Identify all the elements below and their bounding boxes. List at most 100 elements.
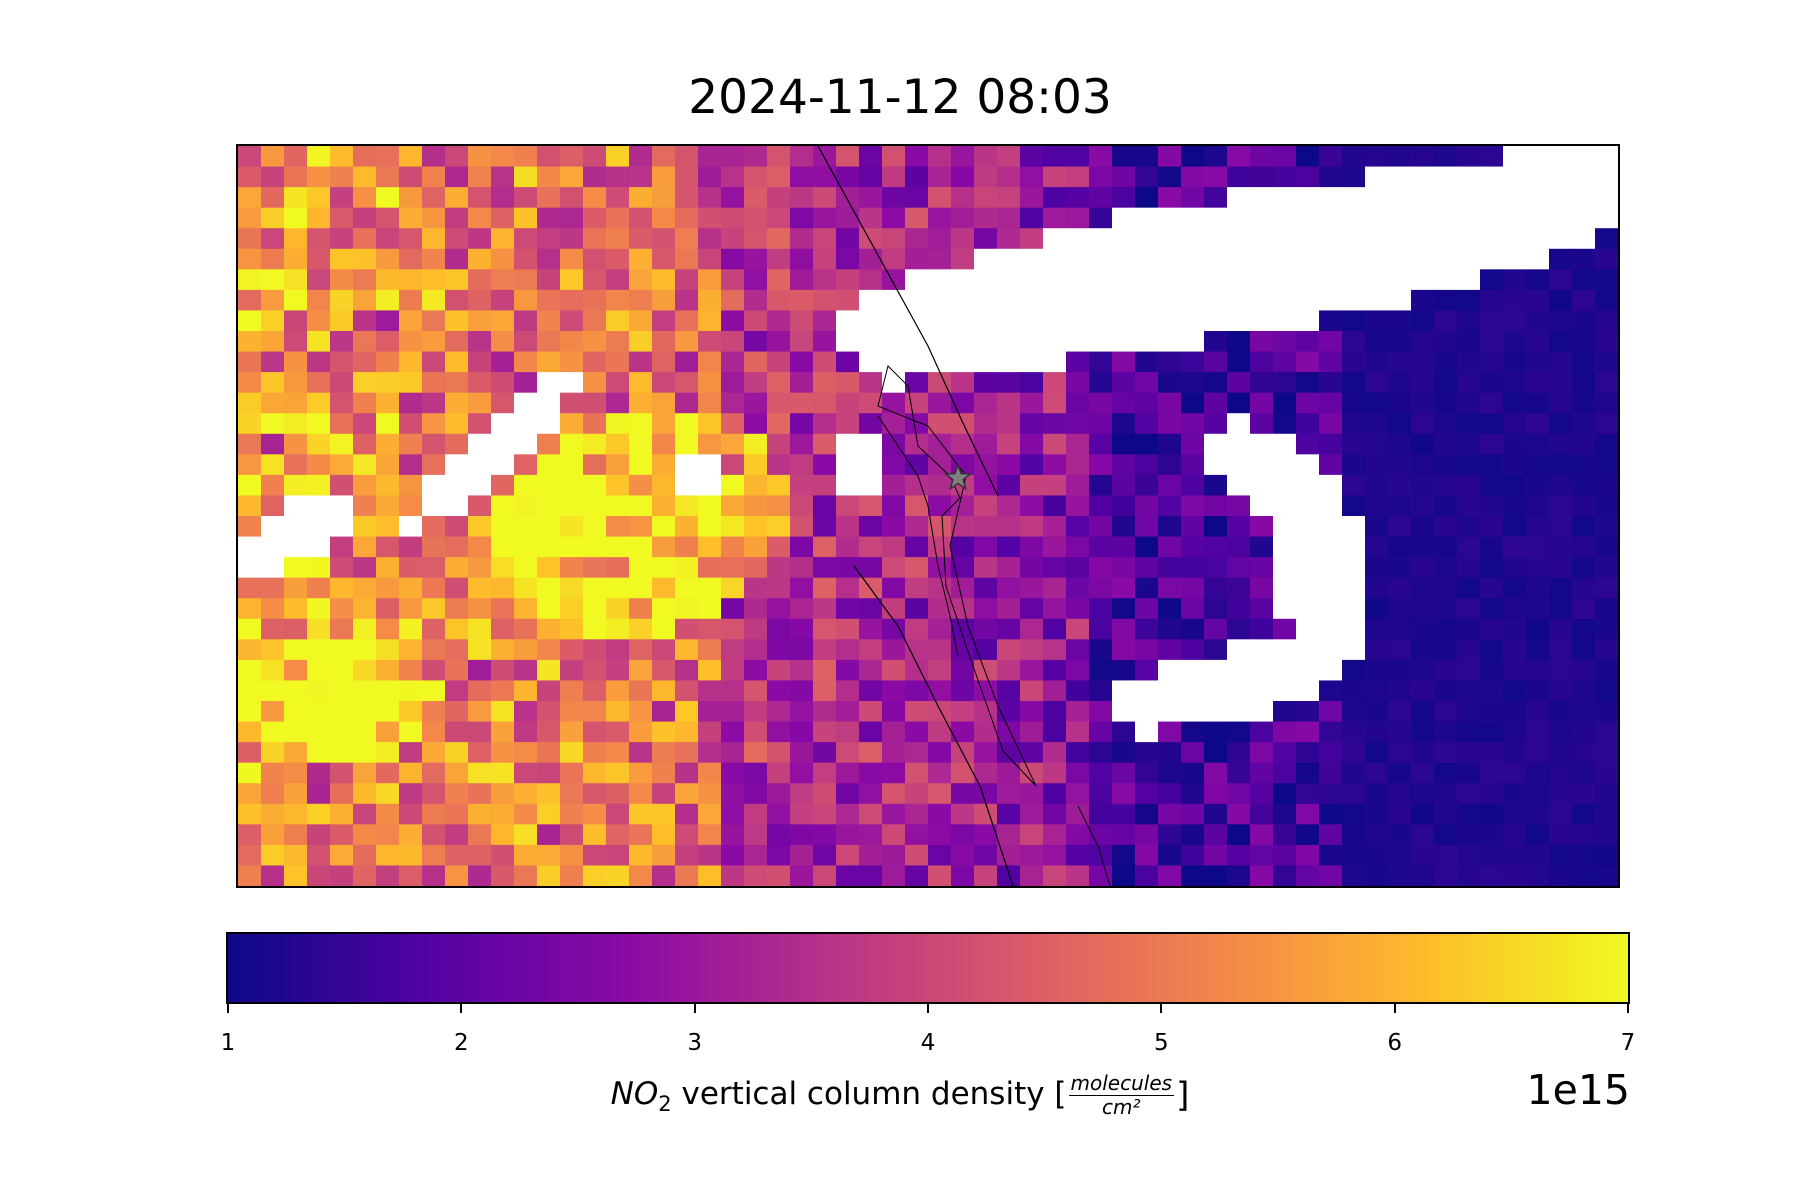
heatmap-cell — [1503, 372, 1527, 394]
heatmap-cell — [606, 516, 630, 538]
heatmap-cell — [905, 166, 929, 188]
heatmap-cell — [1273, 351, 1297, 373]
heatmap-cell — [1112, 310, 1136, 332]
heatmap-cell — [422, 392, 446, 414]
heatmap-cell — [698, 824, 722, 846]
heatmap-cell — [1204, 392, 1228, 414]
heatmap-cell — [1204, 228, 1228, 250]
heatmap-cell — [1227, 372, 1251, 394]
heatmap-cell — [1434, 207, 1458, 229]
heatmap-cell — [1043, 536, 1067, 558]
heatmap-cell — [1319, 762, 1343, 784]
heatmap-cell — [974, 680, 998, 702]
heatmap-cell — [583, 701, 607, 723]
heatmap-cell — [1273, 516, 1297, 538]
heatmap-cell — [1043, 331, 1067, 353]
heatmap-cell — [1365, 289, 1389, 312]
heatmap-cell — [1411, 824, 1435, 846]
heatmap-cell — [1250, 557, 1274, 579]
heatmap-cell — [1204, 454, 1228, 476]
heatmap-cell — [1503, 269, 1527, 291]
heatmap-cell — [859, 762, 883, 784]
heatmap-cell — [422, 516, 446, 538]
heatmap-cell — [376, 474, 400, 497]
heatmap-cell — [767, 516, 791, 538]
heatmap-cell — [307, 865, 331, 886]
heatmap-cell — [1112, 701, 1136, 723]
heatmap-cell — [376, 824, 400, 846]
heatmap-cell — [491, 824, 515, 846]
heatmap-cell — [1572, 762, 1596, 784]
heatmap-cell — [491, 413, 515, 435]
heatmap-cell — [1066, 844, 1090, 867]
heatmap-cell — [353, 187, 377, 209]
heatmap-cell — [951, 536, 975, 558]
heatmap-cell — [836, 413, 860, 435]
heatmap-cell — [629, 146, 653, 168]
heatmap-cell — [1181, 433, 1205, 455]
heatmap-cell — [974, 783, 998, 805]
heatmap-cell — [1319, 351, 1343, 373]
heatmap-cell — [744, 228, 768, 250]
heatmap-cell — [974, 824, 998, 846]
heatmap-cell — [1250, 413, 1274, 435]
heatmap-cell — [882, 844, 906, 867]
heatmap-cell — [1480, 351, 1504, 373]
heatmap-cell — [1480, 269, 1504, 291]
heatmap-cell — [1273, 659, 1297, 682]
heatmap-cell — [1595, 187, 1618, 209]
heatmap-cell — [399, 248, 423, 270]
heatmap-cell — [1319, 392, 1343, 414]
heatmap-cell — [445, 762, 469, 784]
heatmap-cell — [1434, 331, 1458, 353]
heatmap-cell — [698, 413, 722, 435]
heatmap-cell — [997, 844, 1021, 867]
heatmap-cell — [1227, 865, 1251, 886]
heatmap-cell — [353, 783, 377, 805]
heatmap-cell — [1089, 166, 1113, 188]
heatmap-cell — [261, 516, 285, 538]
heatmap-cell — [1020, 289, 1044, 312]
heatmap-cell — [1158, 639, 1182, 661]
heatmap-cell — [1020, 269, 1044, 291]
heatmap-cell — [1457, 865, 1481, 886]
heatmap-cell — [1135, 248, 1159, 270]
heatmap-cell — [1503, 413, 1527, 435]
heatmap-cell — [1365, 803, 1389, 825]
heatmap-cell — [928, 392, 952, 414]
heatmap-cell — [1227, 454, 1251, 476]
heatmap-cell — [468, 207, 492, 229]
heatmap-cell — [1158, 865, 1182, 886]
heatmap-cell — [974, 639, 998, 661]
heatmap-cell — [1204, 331, 1228, 353]
heatmap-cell — [652, 536, 676, 558]
heatmap-cell — [606, 824, 630, 846]
heatmap-cell — [721, 166, 745, 188]
heatmap-cell — [537, 824, 561, 846]
heatmap-cell — [744, 413, 768, 435]
heatmap-cell — [1480, 474, 1504, 497]
heatmap-cell — [1020, 639, 1044, 661]
heatmap-cell — [1020, 248, 1044, 270]
heatmap-cell — [514, 392, 538, 414]
heatmap-cell — [675, 392, 699, 414]
heatmap-cell — [606, 721, 630, 743]
heatmap-cell — [1273, 331, 1297, 353]
heatmap-cell — [721, 598, 745, 620]
heatmap-cell — [1250, 351, 1274, 373]
heatmap-cell — [1549, 865, 1573, 886]
colorbar-tick — [1160, 1004, 1163, 1013]
heatmap-cell — [1457, 474, 1481, 497]
heatmap-cell — [974, 166, 998, 188]
heatmap-cell — [1526, 495, 1550, 517]
heatmap-cell — [767, 618, 791, 640]
heatmap-cell — [422, 166, 446, 188]
heatmap-cell — [813, 803, 837, 825]
heatmap-cell — [514, 454, 538, 476]
heatmap-cell — [1020, 413, 1044, 435]
heatmap-cell — [491, 269, 515, 291]
heatmap-cell — [353, 331, 377, 353]
heatmap-cell — [836, 803, 860, 825]
heatmap-cell — [1549, 248, 1573, 270]
heatmap-cell — [1457, 618, 1481, 640]
